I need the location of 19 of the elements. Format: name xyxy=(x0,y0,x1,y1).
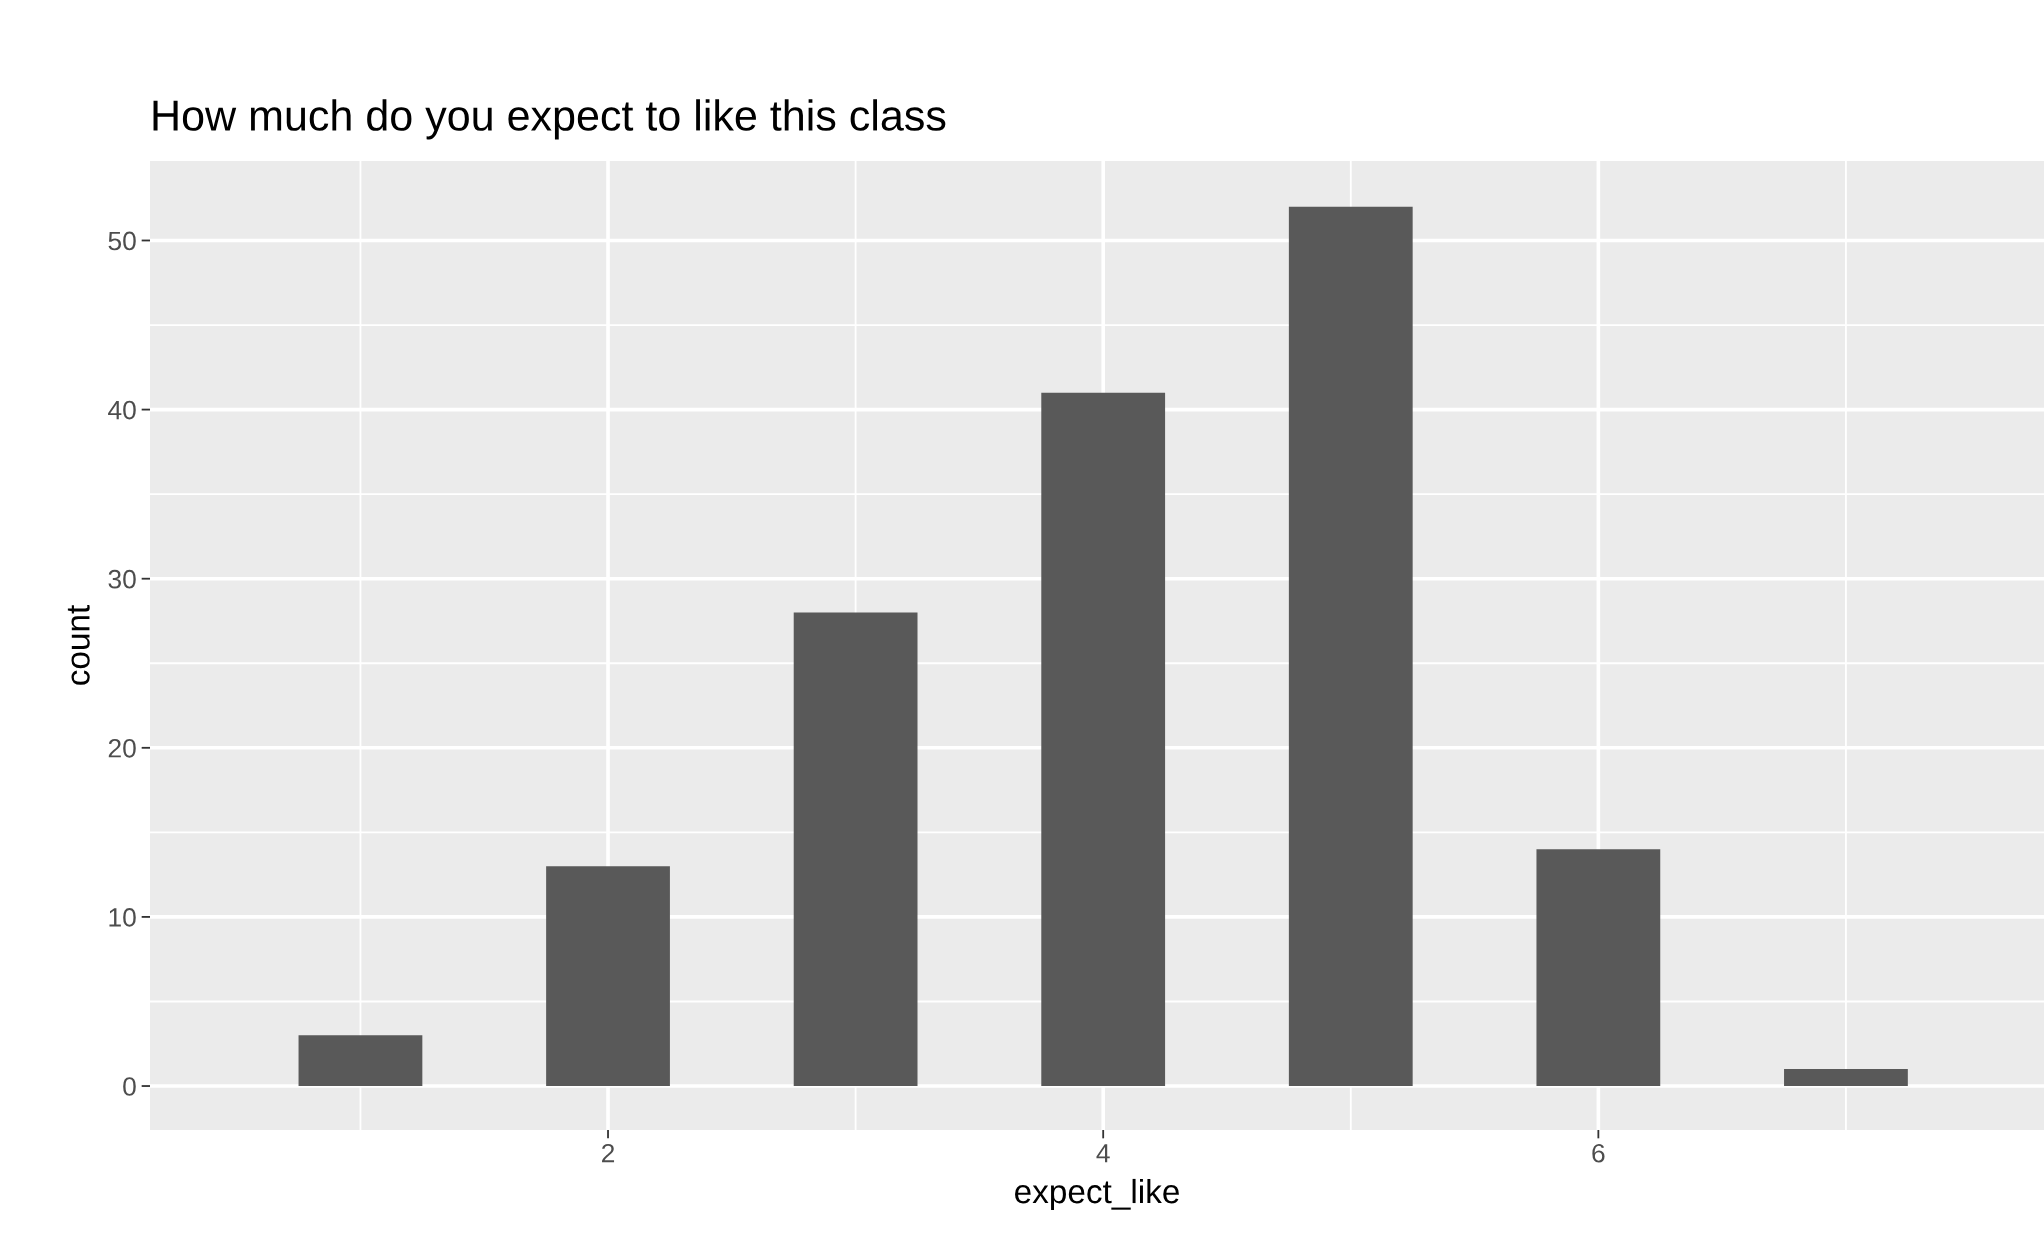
y-tick-label: 10 xyxy=(109,908,136,927)
x-tick-label: 4 xyxy=(1096,1144,1110,1163)
bar xyxy=(1041,392,1166,1087)
chart-title: How much do you expect to like this class xyxy=(153,99,946,140)
bar xyxy=(1784,1069,1908,1087)
bar xyxy=(793,612,918,1087)
y-tick-label: 20 xyxy=(108,738,136,758)
y-tick-label: 50 xyxy=(108,231,136,251)
bar xyxy=(546,866,670,1087)
bar xyxy=(298,1035,423,1087)
bar xyxy=(1536,849,1661,1087)
y-tick-label: 40 xyxy=(108,400,136,420)
y-axis-title: count xyxy=(67,604,90,685)
bar xyxy=(1288,206,1413,1087)
y-tick-label: 0 xyxy=(123,1077,136,1096)
x-axis-title: expect_like xyxy=(1015,1178,1179,1210)
x-tick-label: 2 xyxy=(602,1143,615,1163)
y-tick-label: 30 xyxy=(108,569,136,589)
x-tick-label: 6 xyxy=(1592,1143,1605,1163)
